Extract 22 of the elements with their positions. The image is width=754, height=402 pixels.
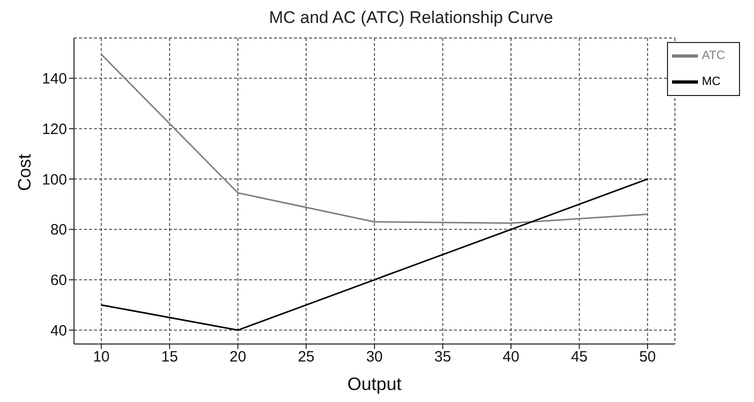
y-tick-label: 140 [42, 70, 67, 88]
x-tick-label: 50 [639, 348, 656, 366]
x-tick-label: 15 [161, 348, 178, 366]
y-tick-label: 60 [50, 272, 67, 290]
y-tick-label: 40 [50, 322, 67, 340]
x-tick-label: 30 [366, 348, 383, 366]
chart-title: MC and AC (ATC) Relationship Curve [268, 8, 554, 29]
x-axis-title: Output [347, 374, 402, 394]
legend-label: ATC [702, 48, 725, 62]
line-series [100, 54, 648, 224]
x-tick-label: 20 [230, 348, 246, 366]
line-series [100, 178, 648, 331]
y-tick-label: 120 [42, 120, 67, 138]
y-tick-label: 80 [50, 222, 67, 239]
x-tick-label: 10 [92, 348, 110, 366]
legend-label: MC [702, 74, 721, 88]
x-tick-label: 25 [298, 348, 315, 366]
y-tick-label: 100 [42, 171, 67, 188]
y-axis-title: Cost [14, 154, 34, 191]
x-tick-label: 35 [434, 348, 452, 366]
x-tick-label: 40 [502, 348, 520, 366]
x-tick-label: 45 [570, 348, 588, 366]
